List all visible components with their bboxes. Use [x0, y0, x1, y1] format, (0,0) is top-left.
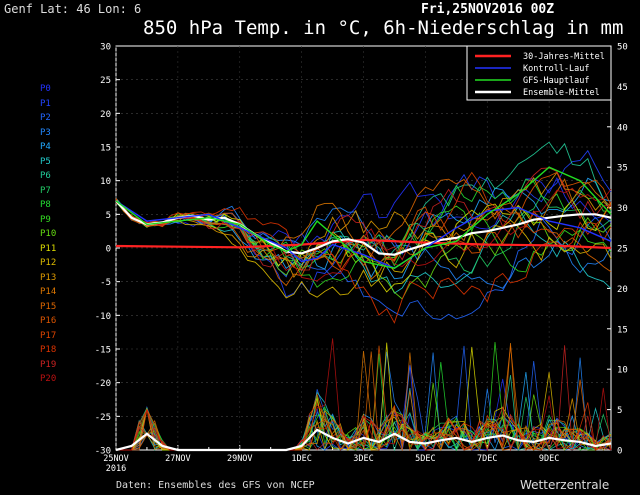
member-temp-line-p12 [115, 200, 612, 299]
legend-label: Kontroll-Lauf [523, 64, 590, 74]
member-label-p14: P14 [40, 287, 57, 297]
x-tick-label: 1DEC [291, 454, 311, 464]
member-label-p4: P4 [40, 142, 51, 152]
brand-label: Wetterzentrale [520, 478, 610, 492]
member-label-p20: P20 [40, 374, 57, 384]
member-temp-line-p17 [115, 171, 612, 269]
x-tick-label: 29NOV [227, 454, 253, 464]
x-tick-label: 3DEC [353, 454, 373, 464]
y-left-tick-label: 15 [100, 144, 111, 154]
y-right-tick-label: 0 [617, 447, 622, 457]
member-label-p10: P10 [40, 229, 57, 239]
x-tick-label: 5DEC [415, 454, 435, 464]
y-right-tick-label: 40 [617, 123, 628, 133]
member-label-p15: P15 [40, 301, 57, 312]
location-label: Genf Lat: 46 Lon: 6 [4, 2, 142, 16]
member-temp-line-p16 [115, 171, 612, 272]
y-left-tick-label: -15 [95, 346, 111, 356]
y-right-tick-label: 25 [617, 245, 628, 255]
member-label-p5: P5 [40, 156, 51, 167]
legend-label: GFS-Hauptlauf [523, 76, 590, 86]
member-label-p13: P13 [40, 272, 57, 283]
member-label-p19: P19 [40, 359, 57, 370]
member-label-p7: P7 [40, 185, 51, 196]
member-label-p18: P18 [40, 345, 57, 355]
y-right-tick-label: 35 [617, 164, 628, 174]
y-left-tick-label: 10 [100, 177, 111, 187]
y-left-tick-label: 0 [106, 245, 111, 255]
series-line-niederschlag-ensemble-mittel [115, 428, 612, 452]
member-label-p8: P8 [40, 200, 51, 210]
legend-label: Ensemble-Mittel [523, 88, 600, 98]
series-line-ensemble-mittel [115, 200, 612, 256]
x-tick-label: 9DEC [539, 454, 559, 464]
y-left-tick-label: -10 [95, 312, 111, 322]
data-source-label: Daten: Ensembles des GFS von NCEP [116, 480, 315, 491]
member-label-p1: P1 [40, 98, 51, 109]
x-tick-label: 27NOV [165, 454, 191, 464]
x-tick-label: 7DEC [477, 454, 497, 464]
member-label-p12: P12 [40, 258, 57, 268]
y-right-tick-label: 10 [617, 366, 628, 376]
y-left-tick-label: 30 [100, 43, 111, 53]
y-right-tick-label: 15 [617, 325, 628, 335]
series-line-gfs-hauptlauf [115, 166, 612, 269]
y-right-tick-label: 5 [617, 406, 622, 416]
y-right-tick-label: 50 [617, 43, 628, 53]
y-left-tick-label: 5 [106, 211, 111, 221]
y-right-tick-label: 30 [617, 204, 628, 214]
member-label-p16: P16 [40, 316, 57, 326]
member-temp-line-p18 [115, 201, 612, 324]
x-tick-label: 25NOV [103, 454, 129, 464]
run-date-label: Fri,25NOV2016 00Z [421, 2, 555, 17]
member-label-p11: P11 [40, 243, 57, 254]
y-left-tick-label: -5 [100, 278, 111, 288]
y-right-tick-label: 20 [617, 285, 628, 295]
member-temp-line-p3 [115, 198, 612, 289]
member-label-p9: P9 [40, 214, 51, 225]
y-left-tick-label: -30 [95, 447, 111, 457]
member-label-p17: P17 [40, 330, 57, 341]
legend-label: 30-Jahres-Mittel [523, 52, 605, 62]
member-temp-line-p19 [115, 167, 611, 271]
chart-title: 850 hPa Temp. in °C, 6h-Niederschlag in … [143, 17, 624, 39]
y-left-tick-label: -20 [95, 379, 111, 389]
series-line-30-jahres-mittel [115, 238, 612, 250]
member-temp-line-p4 [115, 177, 612, 280]
y-left-tick-label: 20 [100, 110, 111, 120]
member-label-p0: P0 [40, 84, 51, 94]
member-label-p6: P6 [40, 171, 51, 181]
series-line-kontroll-lauf [115, 200, 612, 269]
y-right-tick-label: 45 [617, 83, 628, 93]
member-label-p2: P2 [40, 113, 51, 123]
y-left-tick-label: -25 [95, 413, 111, 423]
y-left-tick-label: 25 [100, 76, 111, 86]
member-label-p3: P3 [40, 127, 51, 138]
x-tick-sublabel: 2016 [106, 464, 126, 474]
